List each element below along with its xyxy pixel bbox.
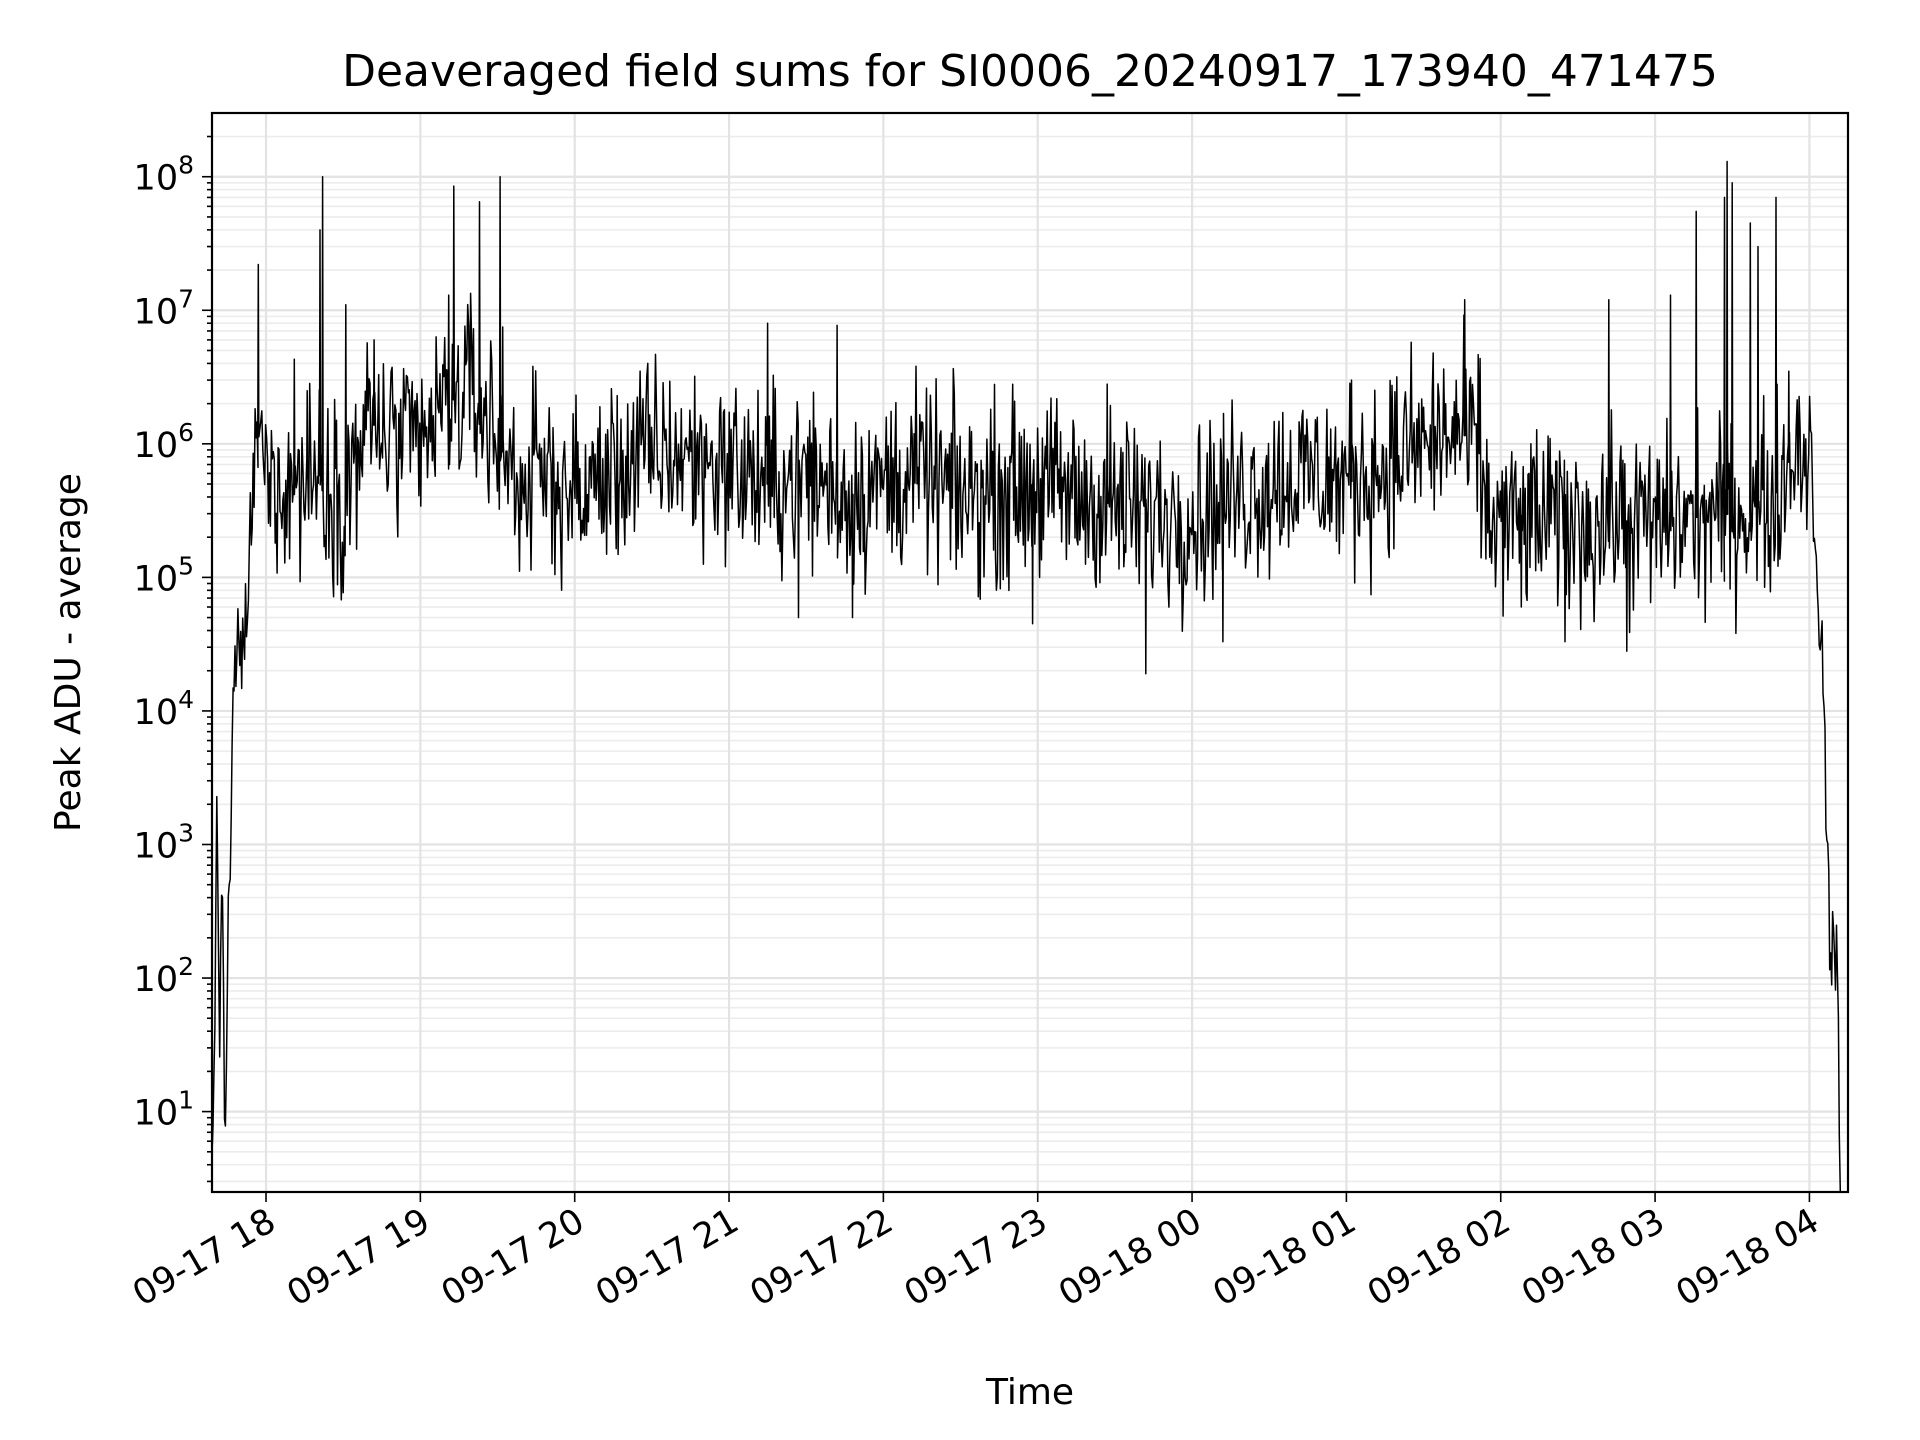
y-tick-label: 103 bbox=[134, 818, 194, 866]
y-tick-label: 106 bbox=[134, 418, 194, 466]
x-axis-label: Time bbox=[985, 1372, 1074, 1413]
y-tick-label: 108 bbox=[134, 151, 194, 199]
y-tick-label: 104 bbox=[134, 685, 194, 733]
y-axis-label: Peak ADU - average bbox=[48, 473, 89, 832]
y-tick-label: 102 bbox=[134, 952, 194, 1000]
series-line bbox=[211, 160, 1842, 1192]
y-tick-label: 107 bbox=[134, 284, 194, 332]
plot-frame bbox=[210, 111, 1850, 1194]
y-tick-label: 105 bbox=[134, 551, 194, 599]
chart-title: Deaveraged field sums for SI0006_2024091… bbox=[342, 46, 1718, 97]
series-group bbox=[211, 160, 1842, 1192]
y-tick-label: 101 bbox=[134, 1086, 194, 1134]
grid bbox=[212, 113, 1848, 1192]
